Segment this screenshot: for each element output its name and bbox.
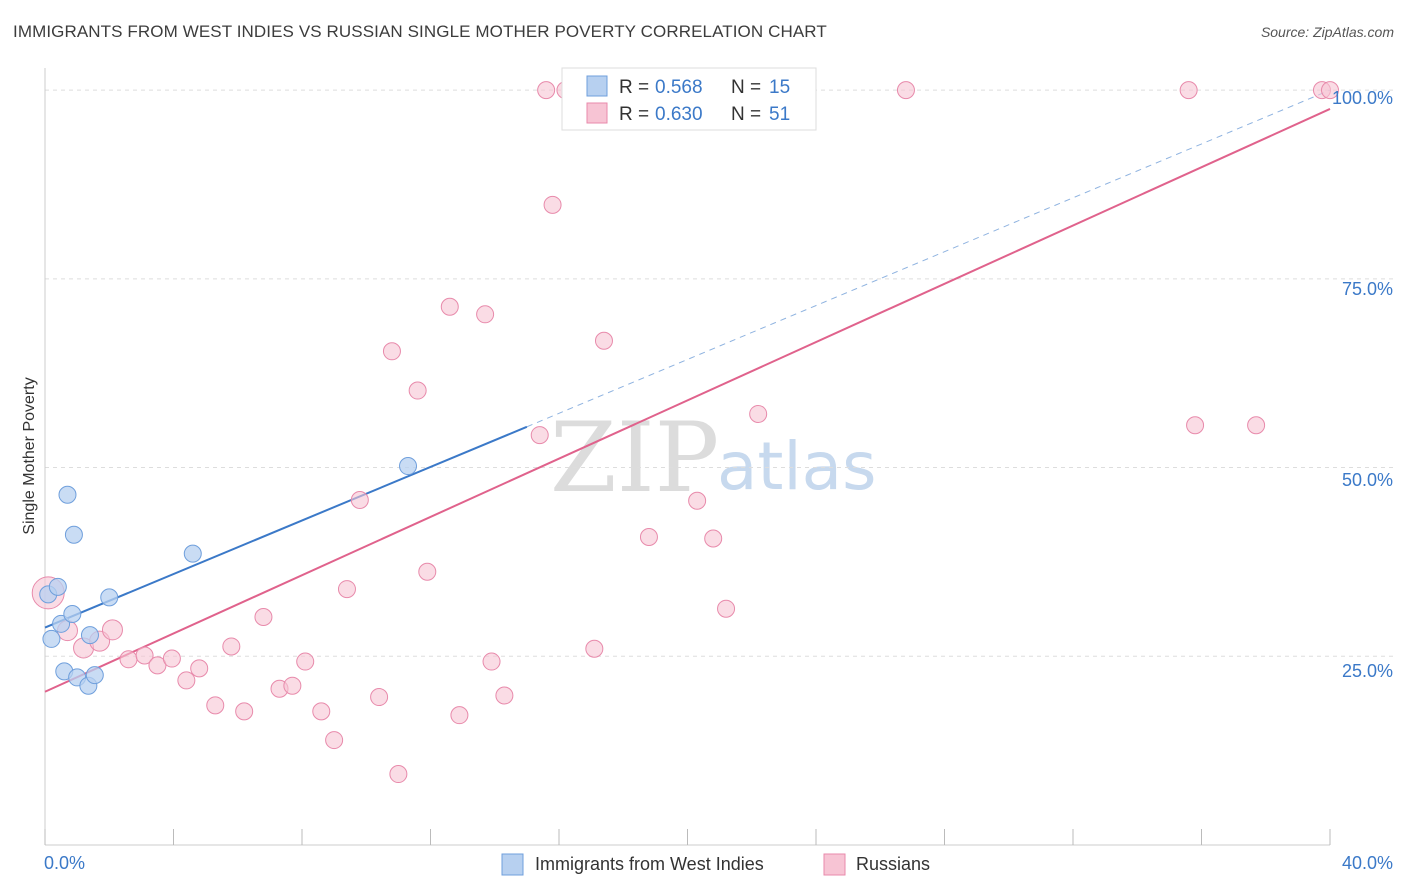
y-tick-label-25: 25.0% <box>1342 661 1393 681</box>
legend-n-label-russians: N = <box>731 104 761 125</box>
watermark-atlas: atlas <box>717 428 877 505</box>
point-russians <box>450 706 469 725</box>
source-credit: Source: ZipAtlas.com <box>1260 24 1394 40</box>
point-russians <box>235 702 254 721</box>
point-russians <box>312 702 331 721</box>
point-russians <box>749 404 768 423</box>
legend-n-label-west-indies: N = <box>731 77 761 98</box>
point-russians <box>254 608 273 627</box>
y-tick-label-50: 50.0% <box>1342 470 1393 490</box>
point-russians <box>283 676 302 695</box>
legend-n-value-russians: 51 <box>769 104 790 125</box>
point-russians <box>101 619 123 641</box>
point-russians <box>896 81 915 100</box>
point-russians <box>543 195 562 214</box>
point-russians <box>222 637 241 656</box>
point-west-indies <box>100 588 119 607</box>
point-russians <box>135 646 154 665</box>
point-russians <box>148 656 167 675</box>
legend-swatch-west-indies <box>586 75 608 97</box>
point-west-indies <box>80 626 99 645</box>
point-russians <box>476 305 495 324</box>
legend-n-value-west-indies: 15 <box>769 77 790 98</box>
point-russians <box>325 731 344 750</box>
trend-line-russians <box>44 108 1331 693</box>
point-russians <box>495 686 514 705</box>
point-russians <box>177 671 196 690</box>
legend-swatch-russians <box>586 102 608 124</box>
legend-r-label-russians: R = <box>619 104 649 125</box>
point-west-indies <box>183 544 202 563</box>
point-russians <box>537 81 556 100</box>
point-russians <box>688 491 707 510</box>
point-russians <box>119 650 138 669</box>
point-russians <box>704 529 723 548</box>
bottom-legend-swatch-west-indies <box>501 853 524 876</box>
series-legend: Immigrants from West Indies Russians <box>501 853 930 876</box>
y-tick-label-75: 75.0% <box>1342 279 1393 299</box>
point-russians <box>418 562 437 581</box>
point-russians <box>296 652 315 671</box>
point-west-indies <box>399 457 418 476</box>
bottom-legend-swatch-russians <box>823 853 846 876</box>
y-axis-title: Single Mother Poverty <box>21 377 38 534</box>
point-russians <box>206 696 225 715</box>
point-russians <box>408 381 427 400</box>
point-russians <box>389 765 408 784</box>
bottom-legend-label-russians: Russians <box>856 854 930 874</box>
legend-r-label-west-indies: R = <box>619 77 649 98</box>
point-russians <box>382 342 401 361</box>
point-west-indies <box>58 485 77 504</box>
x-tick-label-max: 40.0% <box>1342 853 1393 873</box>
point-russians <box>585 639 604 658</box>
data-points <box>31 81 1339 784</box>
point-russians <box>370 688 389 707</box>
trend-line-west-indies <box>44 425 528 629</box>
point-west-indies <box>63 605 82 623</box>
point-russians <box>1179 81 1198 100</box>
point-russians <box>162 649 181 668</box>
trend-lines <box>44 89 1331 693</box>
point-russians <box>1186 416 1205 435</box>
point-russians <box>350 491 369 510</box>
point-russians <box>482 652 501 671</box>
point-russians <box>530 426 549 445</box>
point-west-indies <box>42 629 61 648</box>
point-russians <box>717 599 736 618</box>
y-tick-label-100: 100.0% <box>1332 88 1393 108</box>
point-russians <box>190 659 209 678</box>
trend-line-west-indies-extension <box>526 89 1331 428</box>
bottom-legend-label-west-indies: Immigrants from West Indies <box>535 854 764 874</box>
point-russians <box>594 331 613 350</box>
x-tick-label-min: 0.0% <box>44 853 85 873</box>
point-russians <box>639 528 658 546</box>
point-west-indies <box>85 666 104 685</box>
stats-legend: R = 0.568 N = 15 R = 0.630 N = 51 <box>561 67 817 131</box>
legend-r-value-russians: 0.630 <box>655 104 703 125</box>
legend-r-value-west-indies: 0.568 <box>655 77 703 98</box>
grid <box>45 89 1393 657</box>
point-russians <box>440 297 459 316</box>
axes <box>44 68 1331 846</box>
watermark: ZIP atlas <box>550 402 877 514</box>
point-russians <box>1321 81 1339 100</box>
point-west-indies <box>48 577 67 596</box>
point-west-indies <box>64 525 83 544</box>
chart-title: IMMIGRANTS FROM WEST INDIES VS RUSSIAN S… <box>13 22 827 41</box>
point-russians <box>337 580 356 599</box>
point-russians <box>1247 416 1266 435</box>
